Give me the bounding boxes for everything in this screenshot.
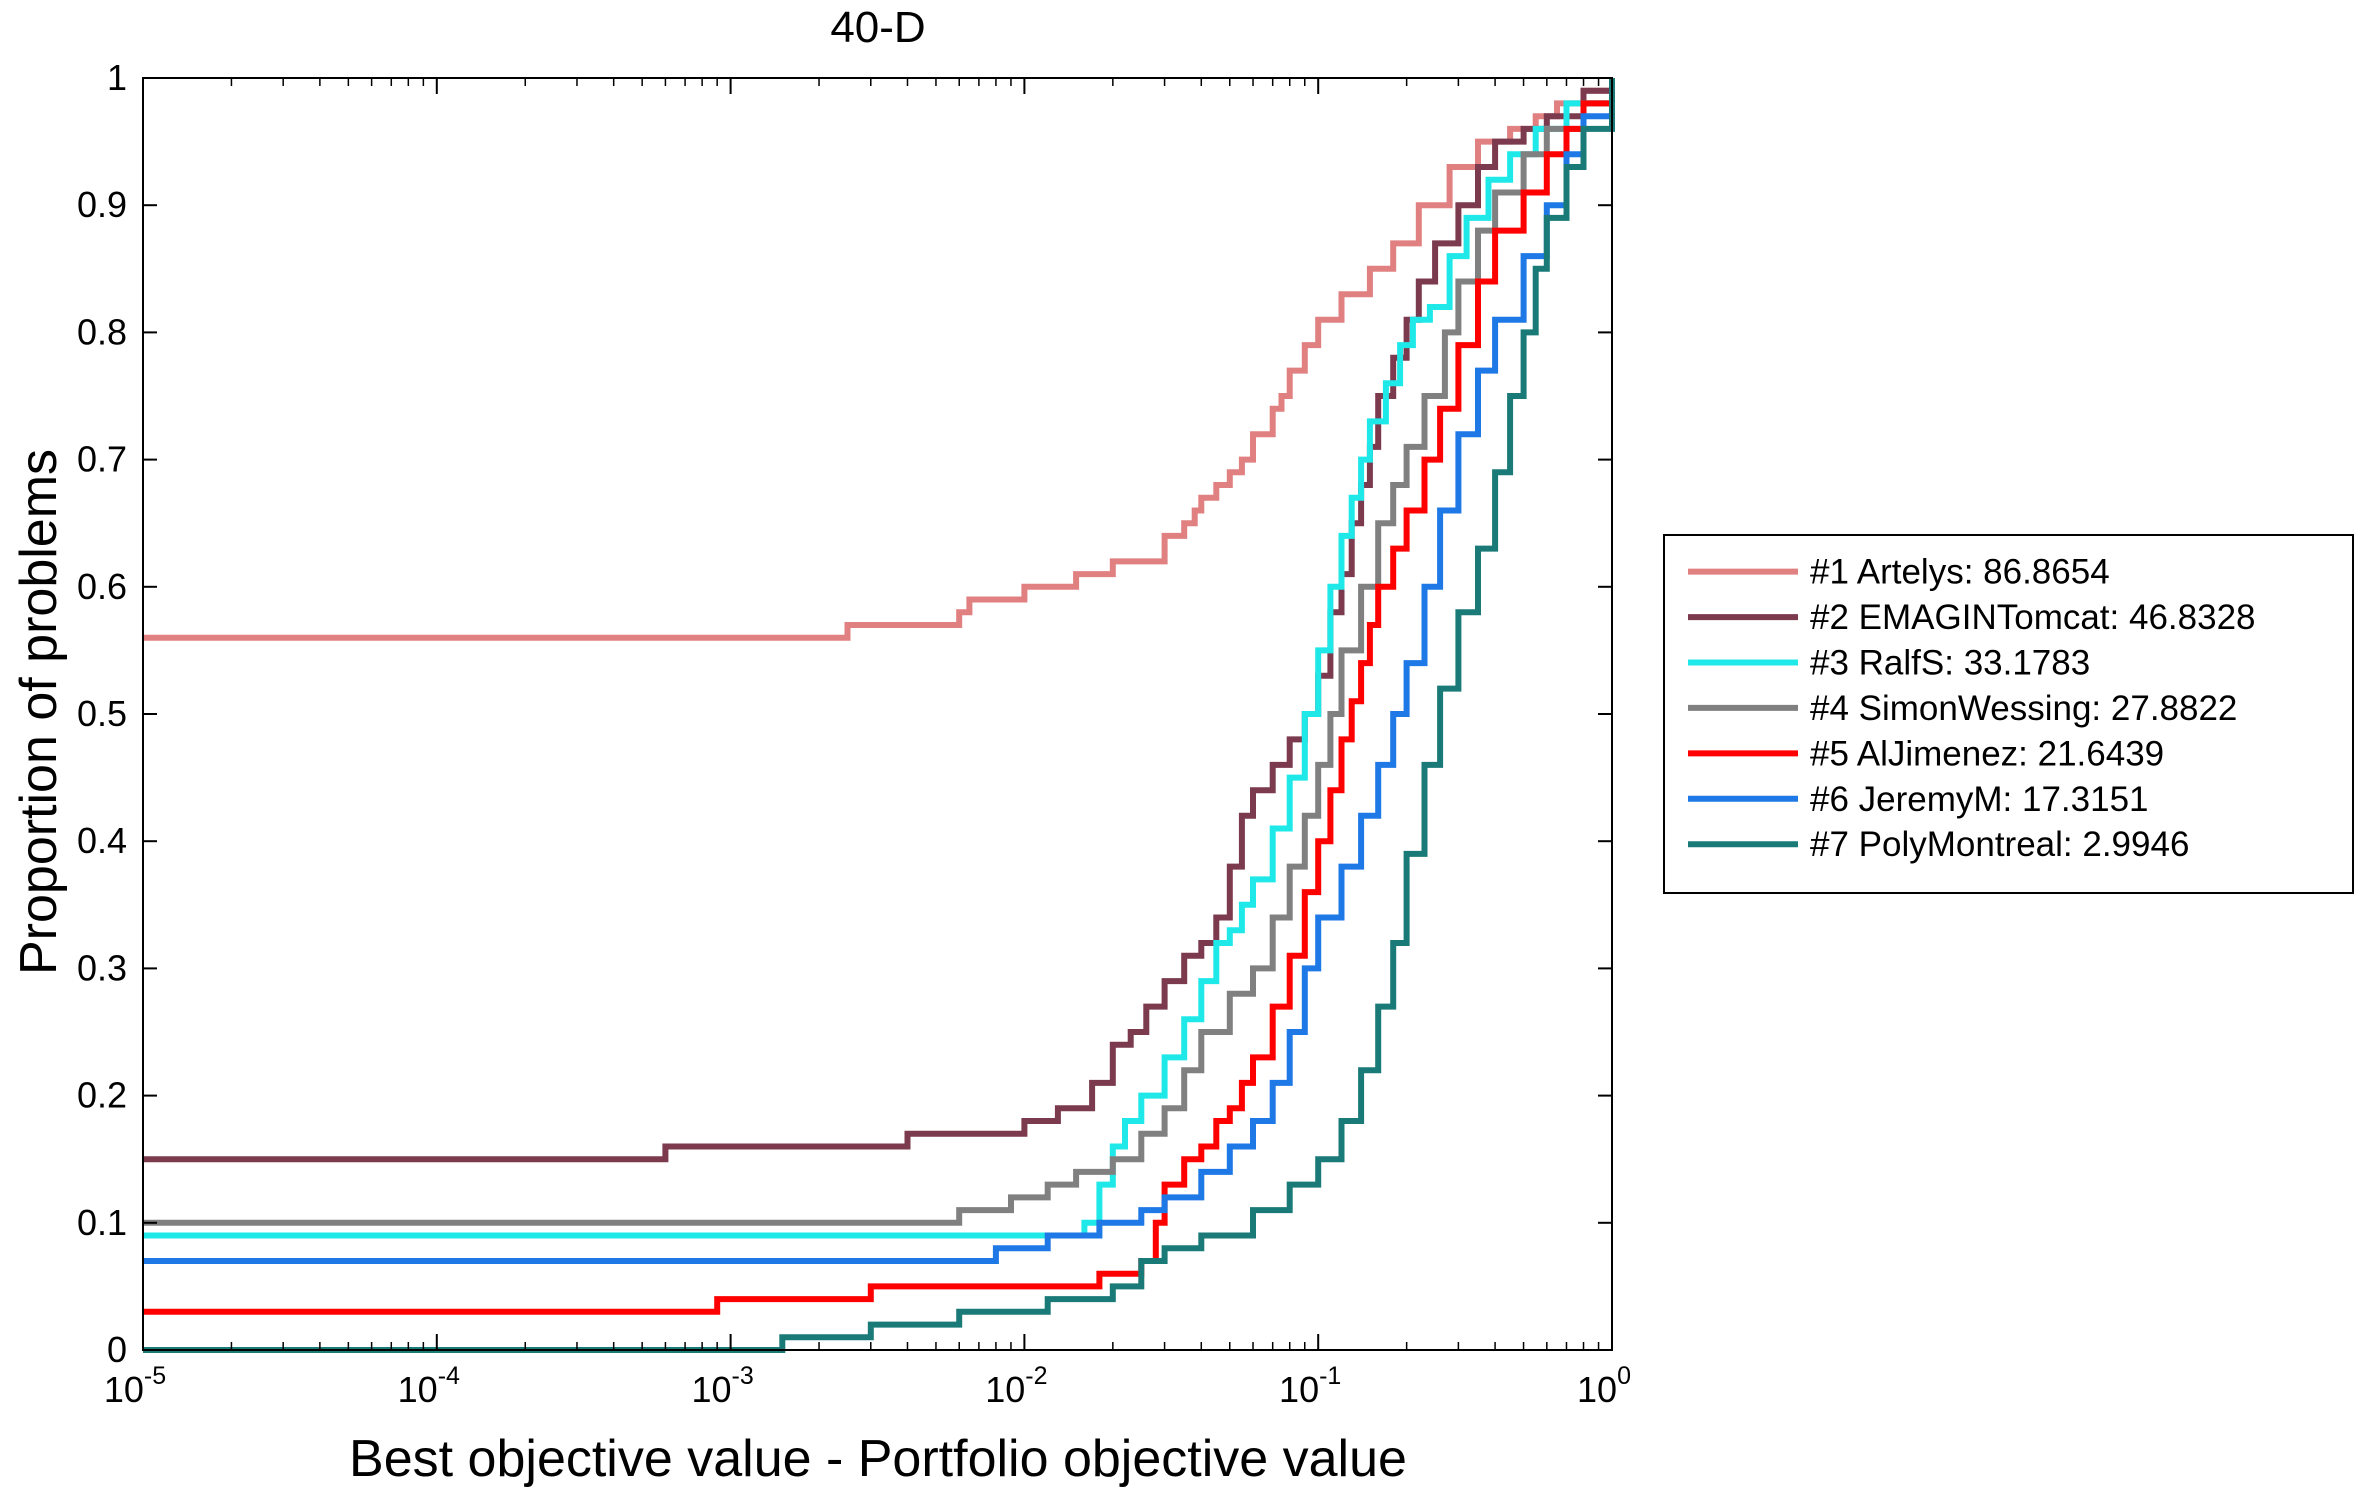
y-tick-label: 0.5	[77, 693, 127, 734]
x-axis-title: Best objective value - Portfolio objecti…	[349, 1430, 1407, 1488]
legend-label-3: #3 RalfS: 33.1783	[1810, 643, 2090, 682]
y-tick-label: 0.2	[77, 1075, 127, 1116]
legend-box	[1663, 534, 2354, 894]
x-tick-label: 10-4	[398, 1362, 460, 1410]
series-line-1	[143, 78, 1615, 641]
chart-title: 40-D	[830, 3, 925, 52]
y-tick-label: 0.7	[77, 439, 127, 480]
series-line-7	[143, 78, 1615, 1353]
x-tick-label: 10-1	[1279, 1362, 1341, 1410]
axes-layer: 0 0.1 0.2 0.3 0.4 0.5 0.6 0.7 0.8 0.9 1 10-5 10-4 10-…	[77, 57, 1631, 1410]
x-tick-label: 10-5	[104, 1362, 166, 1410]
y-tick-label: 0	[107, 1329, 127, 1370]
legend-label-6: #6 JeremyM: 17.3151	[1810, 780, 2149, 819]
legend-label-4: #4 SimonWessing: 27.8822	[1810, 689, 2237, 728]
y-tick-label: 0.1	[77, 1202, 127, 1243]
y-tick-label: 0.4	[77, 820, 127, 861]
legend: #1 Artelys: 86.8654 #2 EMAGINTomcat: 46.8…	[1663, 534, 2354, 894]
x-tick-label: 100	[1577, 1362, 1631, 1410]
x-tick-label: 10-2	[985, 1362, 1047, 1410]
series-layer	[143, 78, 1615, 1353]
series-line-4	[143, 78, 1615, 1226]
y-axis-title: Proportion of problems	[10, 449, 68, 975]
y-tick-label: 1	[107, 57, 127, 98]
legend-label-2: #2 EMAGINTomcat: 46.8328	[1810, 598, 2256, 637]
y-tick-label: 0.8	[77, 311, 127, 352]
x-tick-label: 10-3	[691, 1362, 753, 1410]
series-line-2	[143, 78, 1615, 1163]
y-tick-label: 0.3	[77, 947, 127, 988]
legend-label-7: #7 PolyMontreal: 2.9946	[1810, 825, 2189, 864]
y-tick-label: 0.9	[77, 184, 127, 225]
y-tick-label: 0.6	[77, 566, 127, 607]
series-line-6	[143, 78, 1615, 1264]
series-line-3	[143, 78, 1615, 1239]
legend-label-1: #1 Artelys: 86.8654	[1810, 553, 2110, 592]
legend-label-5: #5 AlJimenez: 21.6439	[1810, 734, 2164, 773]
